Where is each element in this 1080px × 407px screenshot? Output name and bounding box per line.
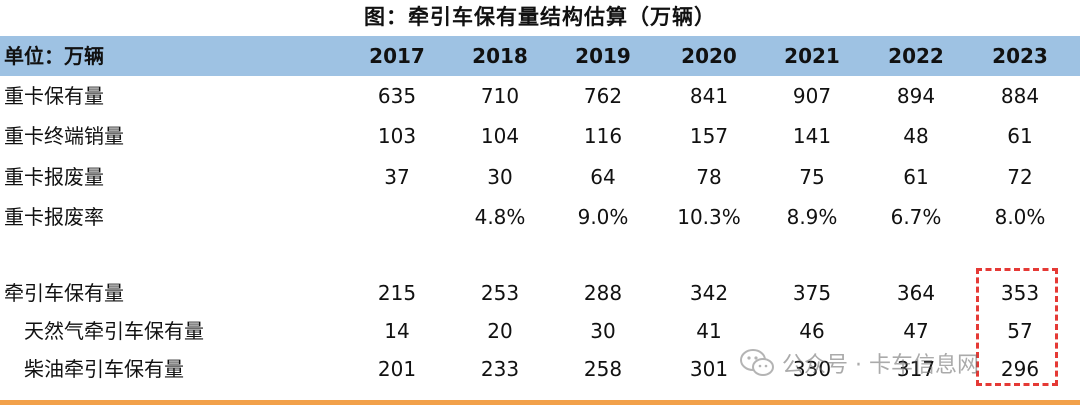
- table-cell: 841: [689, 84, 729, 108]
- table-cell: 75: [799, 165, 825, 189]
- table-cell: 41: [696, 319, 722, 343]
- table-cell: 258: [583, 357, 623, 381]
- table-cell: 30: [487, 165, 513, 189]
- table-cell: 8.9%: [786, 205, 838, 229]
- table-cell: 330: [792, 357, 832, 381]
- table-cell: 4.8%: [474, 205, 526, 229]
- table-cell: 233: [480, 357, 520, 381]
- row-label: 重卡保有量: [4, 84, 104, 108]
- table-cell: 353: [1000, 281, 1040, 305]
- table-cell: 14: [384, 319, 410, 343]
- row-label: 重卡终端销量: [4, 124, 124, 148]
- table-cell: 57: [1007, 319, 1033, 343]
- row-label: 牵引车保有量: [4, 281, 124, 305]
- table-cell: 894: [896, 84, 936, 108]
- header-year: 2020: [681, 44, 737, 68]
- table-cell: 201: [377, 357, 417, 381]
- table-cell: 20: [487, 319, 513, 343]
- table-cell: 47: [903, 319, 929, 343]
- figure-title: 图：牵引车保有量结构估算（万辆）: [364, 5, 716, 29]
- watermark: 公众号 · 卡车信息网: [740, 346, 979, 380]
- row-label: 柴油牵引车保有量: [24, 357, 184, 381]
- table-cell: 8.0%: [994, 205, 1046, 229]
- wechat-icon: [740, 349, 774, 376]
- header-year: 2019: [575, 44, 631, 68]
- bottom-rule: [0, 400, 1080, 405]
- table-cell: 6.7%: [890, 205, 942, 229]
- table-cell: 296: [1000, 357, 1040, 381]
- table-cell: 884: [1000, 84, 1040, 108]
- table-cell: 301: [689, 357, 729, 381]
- table-cell: 635: [377, 84, 417, 108]
- table-cell: 116: [583, 124, 623, 148]
- table-cell: 253: [480, 281, 520, 305]
- table-cell: 710: [480, 84, 520, 108]
- row-label: 重卡报废量: [4, 165, 104, 189]
- table-cell: [347, 198, 447, 236]
- table-cell: 103: [377, 124, 417, 148]
- highlight-box-2023: [976, 268, 1058, 386]
- table-cell: 37: [384, 165, 410, 189]
- table-header-bar: [0, 36, 1080, 76]
- table-cell: 141: [792, 124, 832, 148]
- table-cell: 30: [590, 319, 616, 343]
- table-cell: 104: [480, 124, 520, 148]
- table-cell: 375: [792, 281, 832, 305]
- table-cell: 61: [1007, 124, 1033, 148]
- table-cell: 288: [583, 281, 623, 305]
- table-cell: 907: [792, 84, 832, 108]
- table-cell: 10.3%: [677, 205, 741, 229]
- table-cell: 72: [1007, 165, 1033, 189]
- table-cell: 157: [689, 124, 729, 148]
- watermark-text: 公众号 · 卡车信息网: [782, 353, 979, 378]
- unit-label: 单位：万辆: [4, 44, 104, 68]
- table-cell: 64: [590, 165, 616, 189]
- table-cell: 61: [903, 165, 929, 189]
- header-year: 2022: [888, 44, 944, 68]
- header-year: 2023: [992, 44, 1048, 68]
- table-cell: 364: [896, 281, 936, 305]
- table-cell: 46: [799, 319, 825, 343]
- table-cell: 215: [377, 281, 417, 305]
- table-cell: 9.0%: [577, 205, 629, 229]
- table-cell: 342: [689, 281, 729, 305]
- table-cell: 48: [903, 124, 929, 148]
- table-cell: 762: [583, 84, 623, 108]
- header-year: 2018: [472, 44, 528, 68]
- row-label: 重卡报废率: [4, 205, 104, 229]
- table-cell: 78: [696, 165, 722, 189]
- header-year: 2017: [369, 44, 425, 68]
- table-cell: 317: [896, 357, 936, 381]
- row-label: 天然气牵引车保有量: [24, 319, 204, 343]
- header-year: 2021: [784, 44, 840, 68]
